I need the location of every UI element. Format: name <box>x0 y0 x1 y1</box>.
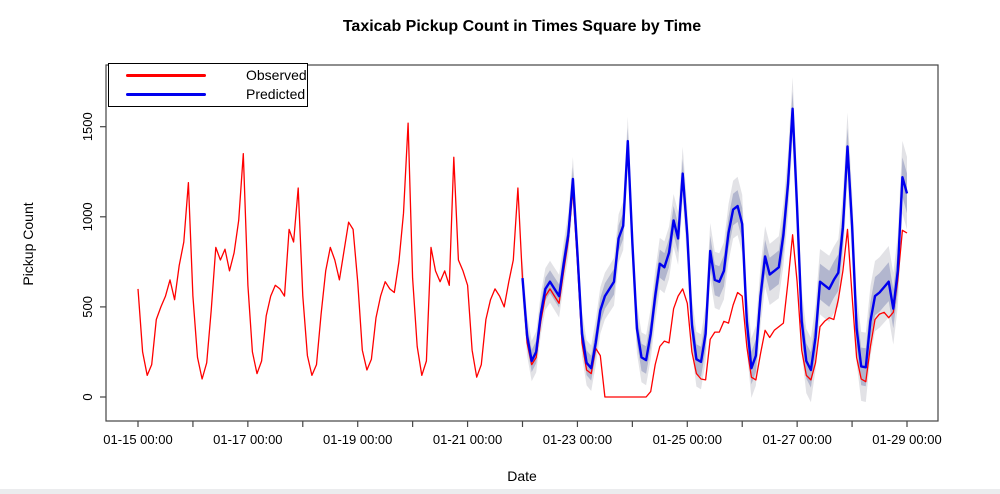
y-axis-title: Pickup Count <box>20 202 36 286</box>
x-axis-title: Date <box>507 468 537 484</box>
y-tick-label: 1000 <box>80 202 95 231</box>
legend-label-observed: Observed <box>246 67 307 83</box>
x-tick-label: 01-21 00:00 <box>433 432 502 447</box>
x-tick-label: 01-15 00:00 <box>103 432 172 447</box>
legend-row-observed: Observed <box>109 68 307 84</box>
y-tick-label: 500 <box>80 296 95 318</box>
ci80-band <box>522 91 907 388</box>
legend-row-predicted: Predicted <box>109 87 307 103</box>
x-tick-label: 01-23 00:00 <box>543 432 612 447</box>
x-tick-label: 01-27 00:00 <box>762 432 831 447</box>
y-tick-label: 1500 <box>80 112 95 141</box>
x-tick-label: 01-25 00:00 <box>653 432 722 447</box>
observed-line-swatch <box>126 74 206 77</box>
legend-label-predicted: Predicted <box>246 86 306 102</box>
x-tick-label: 01-17 00:00 <box>213 432 282 447</box>
x-tick-label: 01-19 00:00 <box>323 432 392 447</box>
predicted-line-swatch <box>126 93 206 96</box>
chart-title: Taxicab Pickup Count in Times Square by … <box>342 18 702 35</box>
ci95-band <box>522 77 907 403</box>
legend-box: Observed Predicted <box>108 63 308 107</box>
x-tick-label: 01-29 00:00 <box>872 432 941 447</box>
predicted-line <box>521 107 909 372</box>
y-tick-label: 0 <box>80 393 95 400</box>
window-edge <box>0 489 1000 494</box>
